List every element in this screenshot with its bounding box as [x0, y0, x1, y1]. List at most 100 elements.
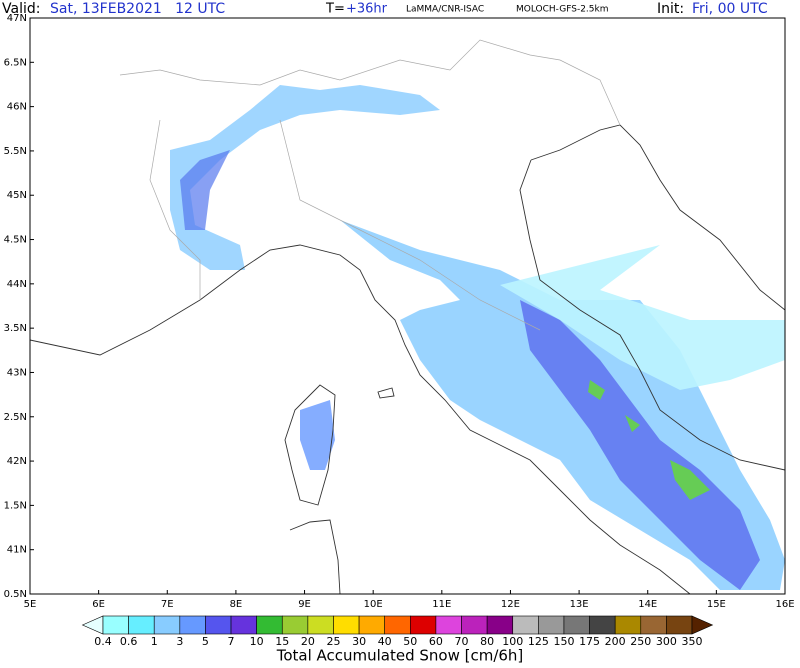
colorbar-box [205, 615, 232, 635]
colorbar-label: 25 [326, 635, 340, 648]
lon-label: 5E [24, 599, 37, 610]
colorbar-label: 125 [528, 635, 549, 648]
lon-label: 16E [775, 599, 794, 610]
colorbar-box [358, 615, 385, 635]
colorbar-label: 10 [250, 635, 264, 648]
colorbar-box [640, 615, 667, 635]
colorbar-box [307, 615, 334, 635]
snow-apennines-core [520, 300, 760, 590]
lon-label: 11E [432, 599, 451, 610]
init-time: Fri, 00 UTC [692, 1, 768, 17]
coastline [519, 159, 786, 471]
border [119, 39, 621, 126]
lat-label: 5.5N [4, 146, 27, 157]
snow-field [170, 85, 785, 590]
border [279, 119, 541, 331]
colorbar-label: 80 [480, 635, 494, 648]
coastline [29, 244, 691, 595]
colorbar-label: 0.4 [94, 635, 112, 648]
colorbar-label: 15 [275, 635, 289, 648]
snow-alps-core [180, 150, 230, 230]
colorbar-label: 100 [502, 635, 523, 648]
colorbar-box [563, 615, 590, 635]
elba [377, 387, 395, 399]
lon-label: 15E [707, 599, 726, 610]
colorbar-title: Total Accumulated Snow [cm/6h] [276, 647, 524, 665]
colorbar-label: 350 [682, 635, 703, 648]
colorbar-box [230, 615, 257, 635]
lon-label: 6E [92, 599, 105, 610]
lead-time: +36hr [346, 2, 388, 17]
lat-label: 41N [7, 545, 27, 556]
valid-label: Valid: [2, 1, 40, 17]
colorbar-box [384, 615, 411, 635]
colorbar-label: 300 [656, 635, 677, 648]
colorbar-triangle [691, 615, 714, 635]
colorbar-label: 0.6 [120, 635, 138, 648]
lon-label: 12E [501, 599, 520, 610]
lon-label: 9E [298, 599, 311, 610]
colorbar-box [128, 615, 155, 635]
colorbar-box [435, 615, 462, 635]
colorbar-label: 3 [176, 635, 183, 648]
colorbar-label: 250 [630, 635, 651, 648]
colorbar-box [281, 615, 309, 635]
colorbar-label: 20 [301, 635, 315, 648]
lon-label: 7E [161, 599, 174, 610]
colorbar-box [256, 615, 283, 635]
colorbar-label: 1 [151, 635, 158, 648]
corsica [284, 384, 336, 506]
lat-label: 1.5N [4, 500, 27, 511]
colorbar-label: 200 [605, 635, 626, 648]
model: MOLOCH-GFS-2.5km [516, 5, 609, 15]
colorbar-box [589, 615, 616, 635]
colorbar-box [102, 615, 129, 635]
lon-label: 10E [364, 599, 383, 610]
snow-alps [170, 85, 440, 270]
colorbar-label: 30 [352, 635, 366, 648]
colorbar-box [538, 615, 565, 635]
colorbar-box [179, 615, 206, 635]
border [149, 119, 201, 300]
colorbar-label: 175 [579, 635, 600, 648]
lead-label: T= [325, 2, 345, 17]
coastline [530, 124, 786, 311]
lat-label: 3.5N [4, 323, 27, 334]
lon-label: 8E [230, 599, 243, 610]
coastlines [29, 124, 786, 595]
snow-peak [588, 380, 710, 500]
colorbar-box [153, 615, 181, 635]
snow-adriatic [500, 245, 785, 390]
lat-label: 4.5N [4, 235, 27, 246]
lat-label: 2.5N [4, 412, 27, 423]
lat-label: 42N [7, 456, 27, 467]
lat-label: 45N [7, 190, 27, 201]
colorbar-label: 7 [228, 635, 235, 648]
colorbar-box [461, 615, 488, 635]
colorbar-box [410, 615, 437, 635]
colorbar-label: 40 [378, 635, 392, 648]
lon-label: 13E [570, 599, 589, 610]
valid-time: Sat, 13FEB2021 12 UTC [50, 1, 225, 17]
lat-label: 46N [7, 102, 27, 113]
lat-label: 44N [7, 279, 27, 290]
colorbar-box [486, 615, 514, 635]
lat-label: 47N [7, 13, 27, 24]
colorbar-box [333, 615, 360, 635]
colorbar-box [512, 615, 539, 635]
lon-label: 14E [638, 599, 657, 610]
colorbar-label: 70 [455, 635, 469, 648]
lat-label: 6.5N [4, 57, 27, 68]
lat-label: 43N [7, 367, 27, 378]
colorbar-label: 150 [553, 635, 574, 648]
colorbar-box [666, 615, 693, 635]
colorbar-label: 60 [429, 635, 443, 648]
sardinia [289, 519, 341, 595]
init-label: Init: [657, 1, 684, 17]
lat-label: 0.5N [4, 589, 27, 600]
colorbar-label: 5 [202, 635, 209, 648]
source: LaMMA/CNR-ISAC [406, 5, 484, 15]
snow-corsica [300, 400, 335, 470]
colorbar-label: 50 [403, 635, 417, 648]
